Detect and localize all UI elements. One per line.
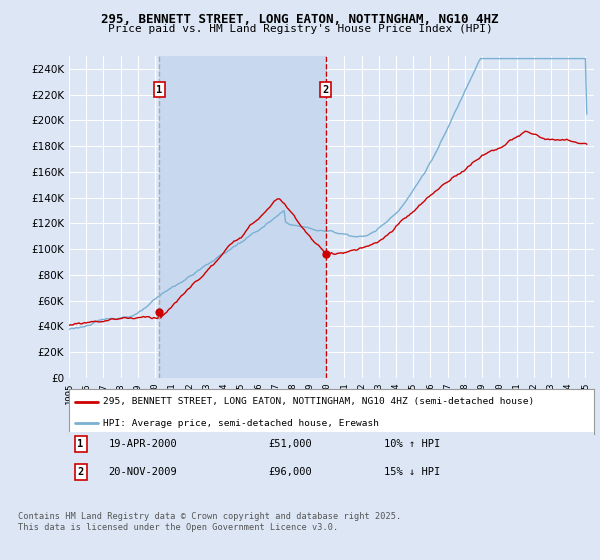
Text: Price paid vs. HM Land Registry's House Price Index (HPI): Price paid vs. HM Land Registry's House … xyxy=(107,24,493,34)
Text: £96,000: £96,000 xyxy=(269,467,312,477)
Bar xyxy=(160,56,326,378)
Text: 20-NOV-2009: 20-NOV-2009 xyxy=(109,467,177,477)
Text: 19-APR-2000: 19-APR-2000 xyxy=(109,439,177,449)
Text: 1: 1 xyxy=(156,85,163,95)
Text: £51,000: £51,000 xyxy=(269,439,312,449)
Text: 295, BENNETT STREET, LONG EATON, NOTTINGHAM, NG10 4HZ (semi-detached house): 295, BENNETT STREET, LONG EATON, NOTTING… xyxy=(103,397,535,406)
Text: 295, BENNETT STREET, LONG EATON, NOTTINGHAM, NG10 4HZ: 295, BENNETT STREET, LONG EATON, NOTTING… xyxy=(101,13,499,26)
Text: 1: 1 xyxy=(77,439,83,449)
Text: 2: 2 xyxy=(323,85,329,95)
Text: HPI: Average price, semi-detached house, Erewash: HPI: Average price, semi-detached house,… xyxy=(103,419,379,428)
Text: 15% ↓ HPI: 15% ↓ HPI xyxy=(384,467,440,477)
Text: 10% ↑ HPI: 10% ↑ HPI xyxy=(384,439,440,449)
Text: Contains HM Land Registry data © Crown copyright and database right 2025.
This d: Contains HM Land Registry data © Crown c… xyxy=(18,512,401,532)
Text: 2: 2 xyxy=(77,467,83,477)
